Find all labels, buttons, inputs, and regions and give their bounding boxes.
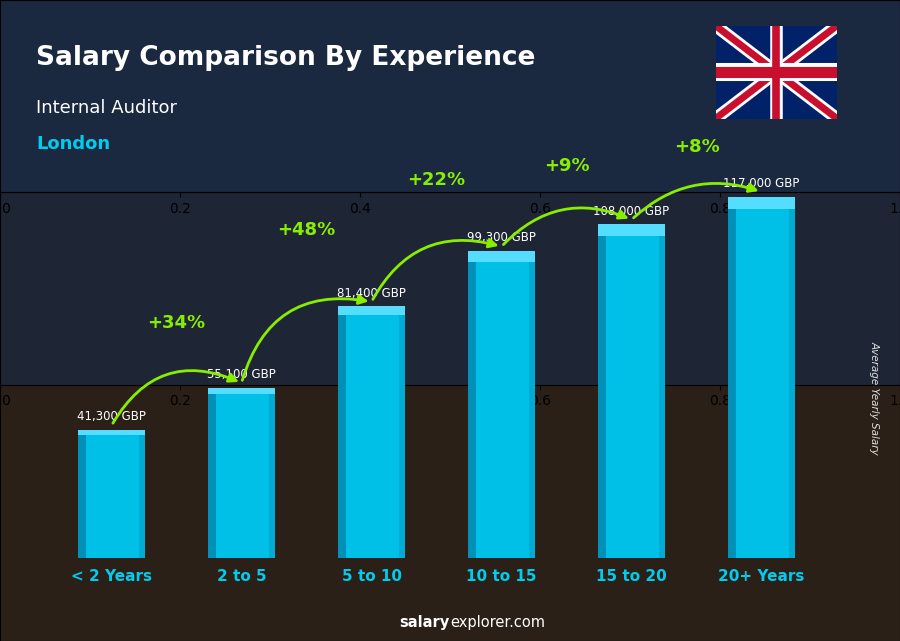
- Bar: [208, 388, 275, 558]
- Bar: [208, 388, 275, 394]
- Text: +22%: +22%: [408, 172, 465, 190]
- Text: +48%: +48%: [277, 221, 336, 238]
- Bar: [728, 197, 796, 558]
- Bar: [468, 251, 536, 262]
- Text: 117,000 GBP: 117,000 GBP: [724, 177, 800, 190]
- Bar: [208, 388, 216, 558]
- Bar: [77, 430, 145, 558]
- Text: London: London: [36, 135, 110, 153]
- Bar: [728, 197, 796, 209]
- Bar: [659, 224, 665, 558]
- Bar: [598, 224, 665, 236]
- Text: 55,100 GBP: 55,100 GBP: [207, 368, 276, 381]
- Bar: [338, 306, 405, 558]
- Text: explorer.com: explorer.com: [450, 615, 545, 630]
- Bar: [468, 251, 476, 558]
- Bar: [338, 306, 346, 558]
- Bar: [468, 251, 536, 558]
- Text: 81,400 GBP: 81,400 GBP: [338, 287, 406, 299]
- Bar: [598, 224, 665, 558]
- Bar: [268, 388, 275, 558]
- Text: salary: salary: [400, 615, 450, 630]
- Bar: [528, 251, 536, 558]
- Text: +9%: +9%: [544, 157, 590, 175]
- Text: Average Yearly Salary: Average Yearly Salary: [869, 340, 880, 454]
- Bar: [77, 430, 86, 558]
- Text: 41,300 GBP: 41,300 GBP: [77, 410, 146, 424]
- Bar: [139, 430, 145, 558]
- Bar: [728, 197, 736, 558]
- Text: +8%: +8%: [673, 138, 719, 156]
- Text: +34%: +34%: [148, 314, 205, 332]
- Bar: [399, 306, 405, 558]
- Bar: [598, 224, 606, 558]
- Text: Internal Auditor: Internal Auditor: [36, 99, 177, 117]
- Text: 108,000 GBP: 108,000 GBP: [593, 204, 670, 217]
- Text: 99,300 GBP: 99,300 GBP: [467, 231, 536, 244]
- Bar: [788, 197, 796, 558]
- Bar: [338, 306, 405, 315]
- Bar: [77, 430, 145, 435]
- Text: Salary Comparison By Experience: Salary Comparison By Experience: [36, 45, 536, 71]
